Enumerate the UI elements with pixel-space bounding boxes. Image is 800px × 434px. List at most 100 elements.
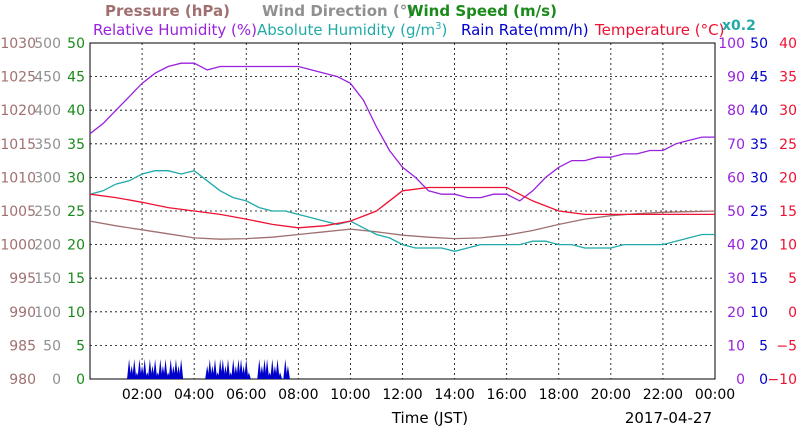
legend-entry: Rain Rate(mm/h) (461, 21, 589, 39)
temperature-tick: −5 (776, 338, 797, 354)
wind-direction-tick: 100 (34, 305, 61, 321)
rain-rate-tick: 10 (750, 305, 768, 321)
relative-humidity-tick: 80 (727, 103, 745, 119)
temperature-tick: 15 (779, 204, 797, 220)
wind-direction-tick: 200 (34, 238, 61, 254)
legend-entry-suffix: ) (442, 21, 448, 39)
temperature-tick: 20 (779, 170, 797, 186)
x-tick-label: 20:00 (591, 387, 631, 403)
legend-entry: Wind Speed (m/s) (407, 2, 557, 20)
relative-humidity-tick: 90 (727, 70, 745, 86)
legend-entry: Pressure (hPa) (105, 2, 230, 20)
legend-row-2: Relative Humidity (%) Absolute Humidity (… (93, 18, 756, 39)
x-axis: 02:00 04:00 06:00 08:00 10:00 12:00 14:00 16:00… (122, 387, 735, 427)
wind-speed-tick: 10 (67, 305, 85, 321)
rain-bar (239, 358, 244, 379)
relative-humidity-tick: 70 (727, 137, 745, 153)
series-line-relative_humidity (89, 62, 715, 202)
pressure-tick: 1010 (0, 170, 36, 186)
pressure-tick: 1025 (0, 70, 36, 86)
left-axes: 9809859909951000100510101015102010251030… (0, 36, 85, 388)
pressure-tick: 990 (9, 305, 36, 321)
rain-bar (231, 358, 236, 379)
rain-bar (270, 358, 275, 379)
x-tick-label: 14:00 (434, 387, 474, 403)
wind-direction-tick: 50 (43, 338, 61, 354)
series-line-absolute_humidity (89, 169, 715, 252)
pressure-tick: 985 (9, 338, 36, 354)
rain-bar (285, 365, 290, 379)
wind-speed-tick: 45 (67, 70, 85, 86)
pressure-tick: 980 (9, 372, 36, 388)
pressure-tick: 1020 (0, 103, 36, 119)
rain-rate-tick: 50 (750, 36, 768, 52)
wind-speed-tick: 5 (76, 338, 85, 354)
x-tick-label: 00:00 (695, 387, 735, 403)
rain-bar (244, 358, 249, 379)
wind-speed-tick: 20 (67, 238, 85, 254)
x-tick-label: 18:00 (539, 387, 579, 403)
x-tick-label: 22:00 (643, 387, 683, 403)
rain-bar (275, 358, 280, 379)
rain-bar (213, 358, 217, 379)
relative-humidity-tick: 30 (727, 271, 745, 287)
relative-humidity-tick: 20 (727, 305, 745, 321)
wind-direction-tick: 300 (34, 170, 61, 186)
rain-bar (236, 358, 241, 379)
x-tick-label: 06:00 (226, 387, 266, 403)
rain-bar (283, 358, 288, 379)
relative-humidity-tick: 10 (727, 338, 745, 354)
x-tick-label: 02:00 (122, 387, 162, 403)
wind-direction-tick: 150 (34, 271, 61, 287)
rain-bar (207, 358, 212, 379)
rain-bar (127, 358, 132, 379)
rain-bar (218, 358, 223, 379)
wind-direction-tick: 350 (34, 137, 61, 153)
temperature-tick: 35 (779, 70, 797, 86)
wind-direction-tick: 400 (34, 103, 61, 119)
rain-rate-tick: 35 (750, 137, 768, 153)
rain-rate-tick: 25 (750, 204, 768, 220)
rain-bar (132, 358, 137, 379)
wind-speed-tick: 15 (67, 271, 85, 287)
wind-direction-tick: 450 (34, 70, 61, 86)
relative-humidity-tick: 40 (727, 238, 745, 254)
temperature-tick: 40 (779, 36, 797, 52)
wind-speed-tick: 50 (67, 36, 85, 52)
temperature-tick: 25 (779, 137, 797, 153)
legend-entry: Relative Humidity (%) (93, 21, 257, 39)
rain-bar (137, 358, 142, 379)
wind-direction-tick: 500 (34, 36, 61, 52)
rain-bar (257, 358, 262, 379)
legend-entry-sup: 3 (435, 21, 441, 32)
wind-speed-tick: 25 (67, 204, 85, 220)
x-tick-label: 08:00 (278, 387, 318, 403)
rain-rate-tick: 45 (750, 70, 768, 86)
wind-direction-tick: 0 (52, 372, 61, 388)
temperature-tick: 10 (779, 238, 797, 254)
rain-bar (246, 372, 251, 379)
rain-bar (226, 358, 231, 379)
series-line-pressure (89, 210, 716, 240)
temperature-tick: 0 (788, 305, 797, 321)
temperature-tick: −10 (767, 372, 797, 388)
relative-humidity-tick: 60 (727, 170, 745, 186)
rain-bar (278, 372, 283, 379)
wind-speed-tick: 30 (67, 170, 85, 186)
x-axis-label: Time (JST) (391, 409, 468, 427)
rain-rate-tick: 30 (750, 170, 768, 186)
legend-scale-note: x0.2 (722, 18, 756, 34)
pressure-tick: 1015 (0, 137, 36, 153)
wind-speed-tick: 40 (67, 103, 85, 119)
rain-bar (265, 358, 270, 379)
x-tick-label: 04:00 (174, 387, 214, 403)
x-tick-label: 16:00 (486, 387, 526, 403)
rain-bar (142, 358, 147, 379)
wind-direction-tick: 250 (34, 204, 61, 220)
rain-rate-tick: 20 (750, 238, 768, 254)
pressure-tick: 1030 (0, 36, 36, 52)
temperature-tick: 5 (788, 271, 797, 287)
temperature-tick: 30 (779, 103, 797, 119)
legend-row-1: Pressure (hPa) Wind Direction (°)Wind Spe… (105, 2, 557, 20)
